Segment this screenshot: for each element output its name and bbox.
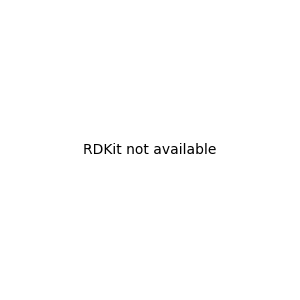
Text: RDKit not available: RDKit not available — [83, 143, 217, 157]
